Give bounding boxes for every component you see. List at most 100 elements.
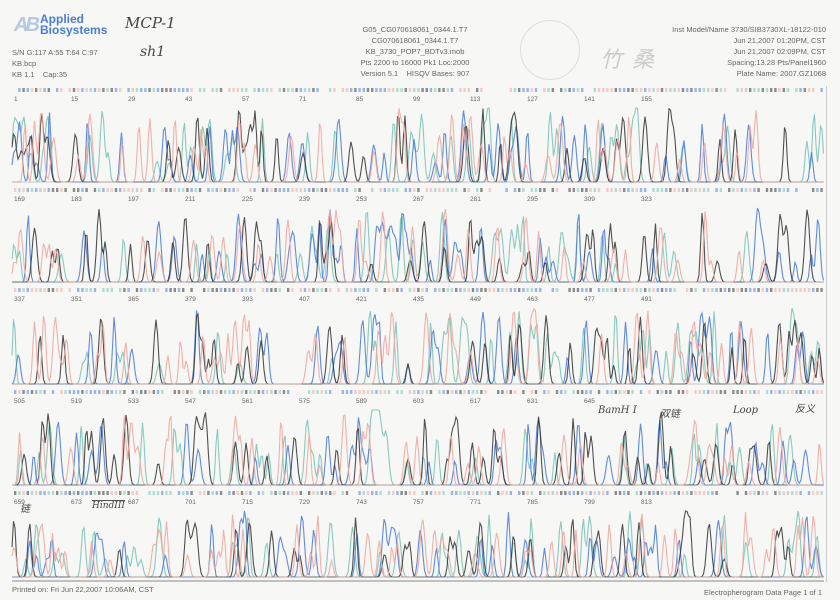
base-call [39, 88, 42, 92]
base-call [219, 390, 223, 394]
base-call [60, 188, 63, 192]
base-call [35, 390, 38, 394]
base-call [438, 188, 441, 192]
logo-mark: AB [14, 14, 40, 36]
base-call [85, 188, 88, 192]
base-call [774, 390, 777, 394]
base-call [782, 88, 785, 92]
base-call [98, 188, 101, 192]
header-right-info: Inst Model/Name 3730/SIB3730XL-18122-010… [672, 24, 826, 79]
position-tick: 113 [470, 96, 481, 103]
base-call [190, 288, 193, 292]
base-call [795, 88, 798, 92]
base-call [610, 88, 613, 92]
base-call [429, 390, 433, 394]
base-call [417, 188, 420, 192]
base-call [543, 491, 546, 495]
base-call [270, 188, 273, 192]
base-call [614, 390, 617, 394]
base-call [518, 88, 521, 92]
base-call [522, 390, 525, 394]
base-call [72, 188, 76, 192]
base-call [257, 88, 260, 92]
base-call [799, 88, 802, 92]
base-call [186, 491, 189, 495]
base-call [278, 88, 281, 92]
base-call [383, 390, 386, 394]
border-line [826, 86, 827, 582]
base-call [299, 188, 302, 192]
trace-panel [11, 188, 825, 283]
base-call [266, 88, 269, 92]
base-call [623, 188, 626, 192]
base-call [757, 390, 760, 394]
base-call [72, 390, 76, 394]
base-call [156, 88, 160, 92]
base-call [354, 390, 357, 394]
base-call [354, 288, 357, 292]
base-call [707, 88, 710, 92]
position-tick: 673 [71, 499, 82, 506]
base-call [274, 491, 277, 495]
base-call [324, 491, 328, 495]
base-call [253, 188, 256, 192]
base-call [480, 188, 483, 192]
base-call [354, 188, 357, 192]
base-call [497, 390, 500, 394]
base-call [614, 88, 617, 92]
base-call [173, 88, 176, 92]
base-call [81, 188, 84, 192]
base-call [690, 88, 693, 92]
base-call [345, 491, 349, 495]
base-call [639, 491, 643, 495]
base-call [140, 288, 143, 292]
base-call [749, 390, 752, 394]
annotation-loop: Loop [733, 405, 759, 416]
base-call [467, 491, 470, 495]
position-tick: 155 [641, 96, 652, 103]
base-call [299, 491, 302, 495]
base-calls [14, 188, 823, 192]
base-call [711, 88, 714, 92]
position-tick: 1 [14, 96, 18, 103]
base-call [169, 88, 172, 92]
base-call [182, 188, 185, 192]
stamp-seal-icon [520, 20, 580, 80]
base-call [597, 288, 601, 292]
base-call [728, 188, 731, 192]
base-call [51, 188, 55, 192]
base-call [455, 288, 458, 292]
base-call [686, 188, 689, 192]
base-call [673, 288, 676, 292]
base-call [261, 288, 265, 292]
position-tick: 785 [527, 499, 538, 506]
base-call [702, 390, 706, 394]
base-call [110, 491, 113, 495]
base-call [177, 288, 181, 292]
base-call [711, 288, 714, 292]
base-call [581, 288, 584, 292]
base-call [106, 88, 109, 92]
base-call [43, 390, 46, 394]
base-call [698, 88, 701, 92]
trace-T [12, 108, 824, 183]
base-call [757, 491, 760, 495]
base-call [22, 288, 25, 292]
base-call [665, 188, 668, 192]
base-call [215, 288, 218, 292]
base-call [425, 188, 428, 192]
base-call [606, 390, 609, 394]
base-call [333, 188, 336, 192]
base-call [35, 288, 38, 292]
base-call [669, 491, 672, 495]
base-call [316, 288, 319, 292]
base-call [387, 288, 391, 292]
base-call [677, 390, 680, 394]
base-call [123, 491, 126, 495]
base-call [669, 88, 672, 92]
base-call [791, 288, 794, 292]
base-call [266, 390, 269, 394]
base-call [589, 390, 592, 394]
base-call [631, 88, 634, 92]
base-call [560, 88, 563, 92]
